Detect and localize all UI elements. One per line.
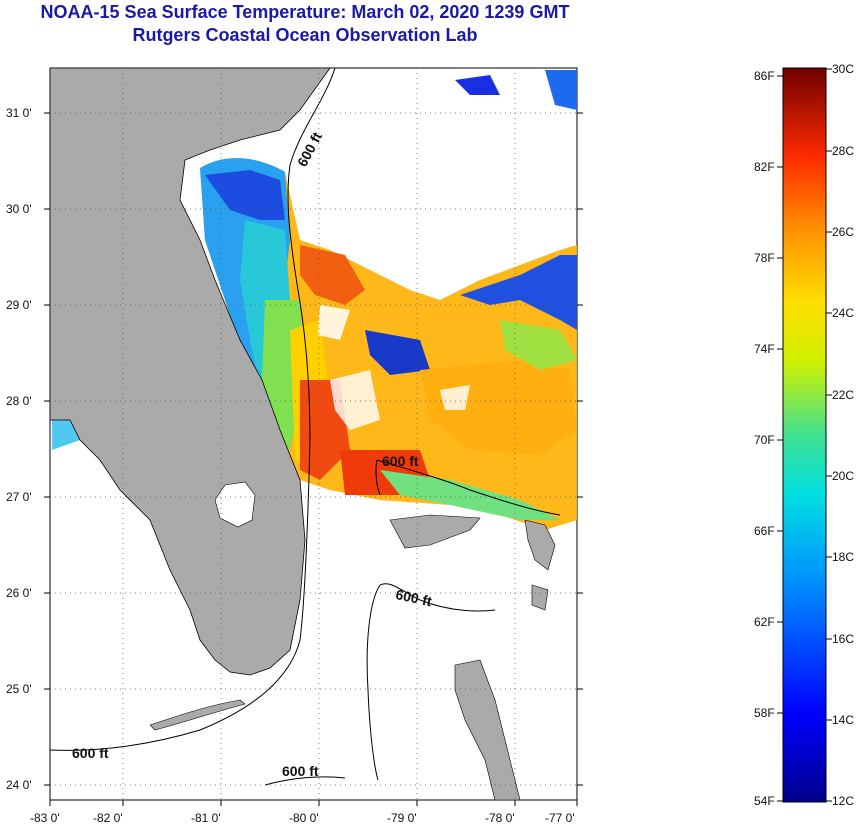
colorbar-f-label: 86F xyxy=(754,69,775,83)
graticule xyxy=(50,68,577,800)
lat-label: 26 0' xyxy=(6,586,32,600)
lon-label: -80 0' xyxy=(289,811,319,825)
colorbar-c-label: 28C xyxy=(832,144,854,158)
sst-swath xyxy=(52,70,577,530)
contour-label-bahama-bank: 600 ft xyxy=(382,453,419,469)
lon-label: -81 0' xyxy=(191,811,221,825)
lat-label: 25 0' xyxy=(6,682,32,696)
colorbar-c-label: 14C xyxy=(832,713,854,727)
map-subtitle: Rutgers Coastal Ocean Observation Lab xyxy=(132,25,478,45)
color-bar: 86F 82F 78F 74F 70F 66F 62F 58F 54F 30C … xyxy=(754,62,854,808)
contour-label-keys: 600 ft xyxy=(72,745,109,761)
colorbar-f-label: 74F xyxy=(754,342,775,356)
colorbar-c-label: 30C xyxy=(832,62,854,76)
colorbar-c-label: 16C xyxy=(832,632,854,646)
axis-ticks xyxy=(44,112,583,806)
color-bar-gradient xyxy=(782,67,827,803)
abaco-south xyxy=(531,584,549,611)
colorbar-c-label: 18C xyxy=(832,550,854,564)
lat-label: 31 0' xyxy=(6,106,32,120)
andros-island xyxy=(454,659,521,800)
colorbar-f-label: 66F xyxy=(754,524,775,538)
colorbar-f-label: 54F xyxy=(754,794,775,808)
colorbar-f-label: 58F xyxy=(754,706,775,720)
lake-okeechobee xyxy=(214,481,256,528)
map-title: NOAA-15 Sea Surface Temperature: March 0… xyxy=(40,2,570,22)
colorbar-c-label: 24C xyxy=(832,306,854,320)
colorbar-c-label: 20C xyxy=(832,469,854,483)
lon-label: -79 0' xyxy=(387,811,417,825)
lat-label: 29 0' xyxy=(6,298,32,312)
grand-bahama xyxy=(389,514,481,549)
isobath-contours xyxy=(50,68,561,786)
contour-label-central: 600 ft xyxy=(394,586,433,609)
florida-land xyxy=(50,68,331,676)
lat-label: 30 0' xyxy=(6,202,32,216)
lon-label: -82 0' xyxy=(93,811,123,825)
lon-label: -83 0' xyxy=(30,811,60,825)
lon-label: -78 0' xyxy=(485,811,515,825)
longitude-labels: -83 0' -82 0' -81 0' -80 0' -79 0' -78 0… xyxy=(30,811,575,825)
colorbar-f-label: 78F xyxy=(754,251,775,265)
colorbar-f-label: 82F xyxy=(754,160,775,174)
lat-label: 28 0' xyxy=(6,394,32,408)
lat-label: 27 0' xyxy=(6,490,32,504)
colorbar-f-label: 70F xyxy=(754,433,775,447)
colorbar-f-label: 62F xyxy=(754,615,775,629)
colorbar-c-label: 26C xyxy=(832,225,854,239)
lon-label: -77 0' xyxy=(545,811,575,825)
abaco-island xyxy=(524,519,556,571)
colorbar-c-label: 22C xyxy=(832,388,854,402)
contour-label-south: 600 ft xyxy=(282,763,319,779)
colorbar-c-label: 12C xyxy=(832,794,854,808)
lat-label: 24 0' xyxy=(6,778,32,792)
florida-keys xyxy=(149,699,246,731)
latitude-labels: 31 0' 30 0' 29 0' 28 0' 27 0' 26 0' 25 0… xyxy=(6,106,32,792)
